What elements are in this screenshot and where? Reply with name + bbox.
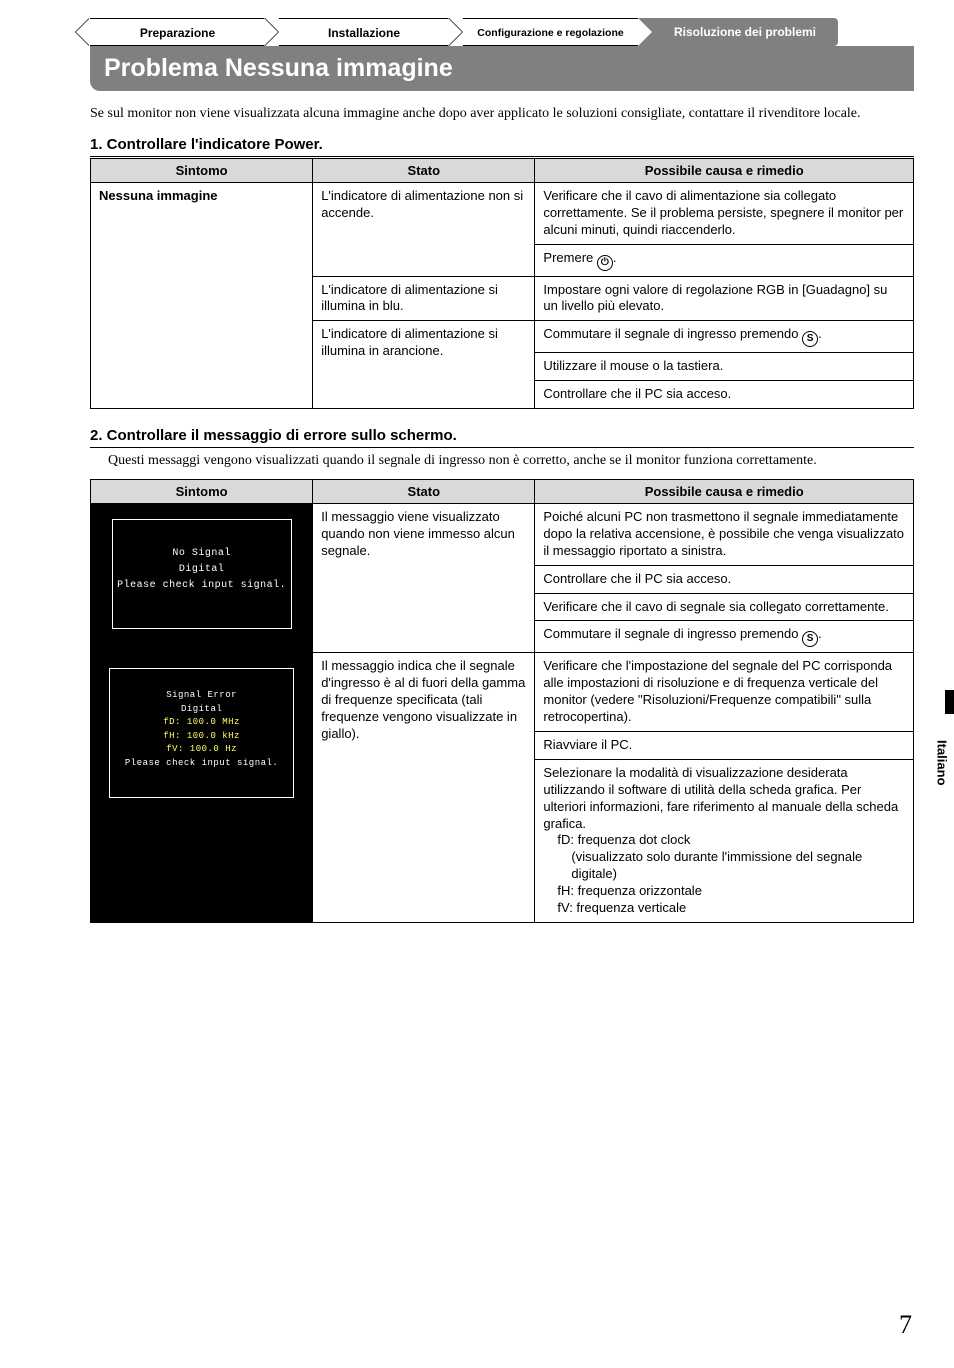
remedy-cell: Selezionare la modalità di visualizzazio… [535,759,914,922]
page-content: Se sul monitor non viene visualizzata al… [90,91,914,923]
remedy-text: . [613,250,617,265]
screen-line: No Signal [113,546,291,562]
col-rimedio: Possibile causa e rimedio [535,158,914,182]
table-row: No Signal Digital Please check input sig… [91,504,914,566]
remedy-text: . [818,326,822,341]
tab-installazione[interactable]: Installazione [279,18,449,46]
remedy-text: Commutare il segnale di ingresso premend… [543,626,802,641]
remedy-cell: Verificare che l'impostazione del segnal… [535,653,914,732]
remedy-cell: Premere ⏻. [535,244,914,276]
remedy-text: Selezionare la modalità di visualizzazio… [543,765,898,831]
section2-subtext: Questi messaggi vengono visualizzati qua… [108,452,914,471]
status-cell: Il messaggio viene visualizzato quando n… [313,504,535,653]
col-sintomo: Sintomo [91,158,313,182]
screen-line: Please check input signal. [110,757,293,771]
remedy-cell: Controllare che il PC sia acceso. [535,565,914,593]
screen-line: Please check input signal. [113,578,291,594]
remedy-text: fD: frequenza dot clock [543,832,905,849]
tab-preparazione[interactable]: Preparazione [90,18,265,46]
tab-chevron [638,18,652,46]
tab-risoluzione[interactable]: Risoluzione dei problemi [638,18,838,46]
status-cell: Il messaggio indica che il segnale d'ing… [313,653,535,922]
screen-line-yellow: fD: 100.0 MHz [110,716,293,730]
language-side-tab: Italiano [930,718,954,808]
remedy-text: . [818,626,822,641]
table-power-indicator: Sintomo Stato Possibile causa e rimedio … [90,158,914,409]
page-title-banner: Problema Nessuna immagine [90,46,914,91]
remedy-text: (visualizzato solo durante l'immissione … [543,849,905,883]
screen-line: Signal Error [110,689,293,703]
remedy-cell: Controllare che il PC sia acceso. [535,381,914,409]
screen-line-yellow: fV: 100.0 Hz [110,743,293,757]
col-stato: Stato [313,480,535,504]
remedy-cell: Verificare che il cavo di alimentazione … [535,182,914,244]
screen-line: Digital [113,562,291,578]
col-rimedio: Possibile causa e rimedio [535,480,914,504]
remedy-cell: Commutare il segnale di ingresso premend… [535,321,914,353]
table-header-row: Sintomo Stato Possibile causa e rimedio [91,480,914,504]
section2-heading: 2. Controllare il messaggio di errore su… [90,427,914,448]
remedy-text: Premere [543,250,596,265]
remedy-cell: Impostare ogni valore di regolazione RGB… [535,276,914,321]
status-cell: L'indicatore di alimentazione non si acc… [313,182,535,276]
status-cell: L'indicatore di alimentazione si illumin… [313,321,535,409]
status-cell: L'indicatore di alimentazione si illumin… [313,276,535,321]
col-sintomo: Sintomo [91,480,313,504]
remedy-text: fH: frequenza orizzontale [543,883,905,900]
remedy-cell: Utilizzare il mouse o la tastiera. [535,353,914,381]
power-icon: ⏻ [597,255,613,271]
monitor-frame: Signal Error Digital fD: 100.0 MHz fH: 1… [109,668,294,798]
page-number: 7 [899,1310,912,1340]
remedy-text: fV: frequenza verticale [543,900,905,917]
s-button-icon: S [802,631,818,647]
monitor-screenshot-nosignal: No Signal Digital Please check input sig… [91,504,313,653]
intro-text: Se sul monitor non viene visualizzata al… [90,105,914,124]
table-row: Signal Error Digital fD: 100.0 MHz fH: 1… [91,653,914,732]
remedy-text: Commutare il segnale di ingresso premend… [543,326,802,341]
screen-line: Digital [110,703,293,717]
symptom-cell: Nessuna immagine [91,182,313,408]
table-header-row: Sintomo Stato Possibile causa e rimedio [91,158,914,182]
monitor-frame: No Signal Digital Please check input sig… [112,519,292,629]
tab-chevron [449,18,463,46]
s-button-icon: S [802,331,818,347]
remedy-cell: Verificare che il cavo di segnale sia co… [535,593,914,621]
tab-chevron [265,18,279,46]
col-stato: Stato [313,158,535,182]
table-row: Nessuna immagine L'indicatore di aliment… [91,182,914,244]
remedy-cell: Riavviare il PC. [535,732,914,760]
remedy-cell: Commutare il segnale di ingresso premend… [535,621,914,653]
remedy-cell: Poiché alcuni PC non trasmettono il segn… [535,504,914,566]
tab-configurazione[interactable]: Configurazione e regolazione [463,18,638,46]
table-error-messages: Sintomo Stato Possibile causa e rimedio … [90,479,914,923]
screen-line-yellow: fH: 100.0 kHz [110,730,293,744]
section1-heading: 1. Controllare l'indicatore Power. [90,136,914,157]
monitor-screenshot-signalerror: Signal Error Digital fD: 100.0 MHz fH: 1… [91,653,313,922]
step-tabs: Preparazione Installazione Configurazion… [90,18,954,46]
